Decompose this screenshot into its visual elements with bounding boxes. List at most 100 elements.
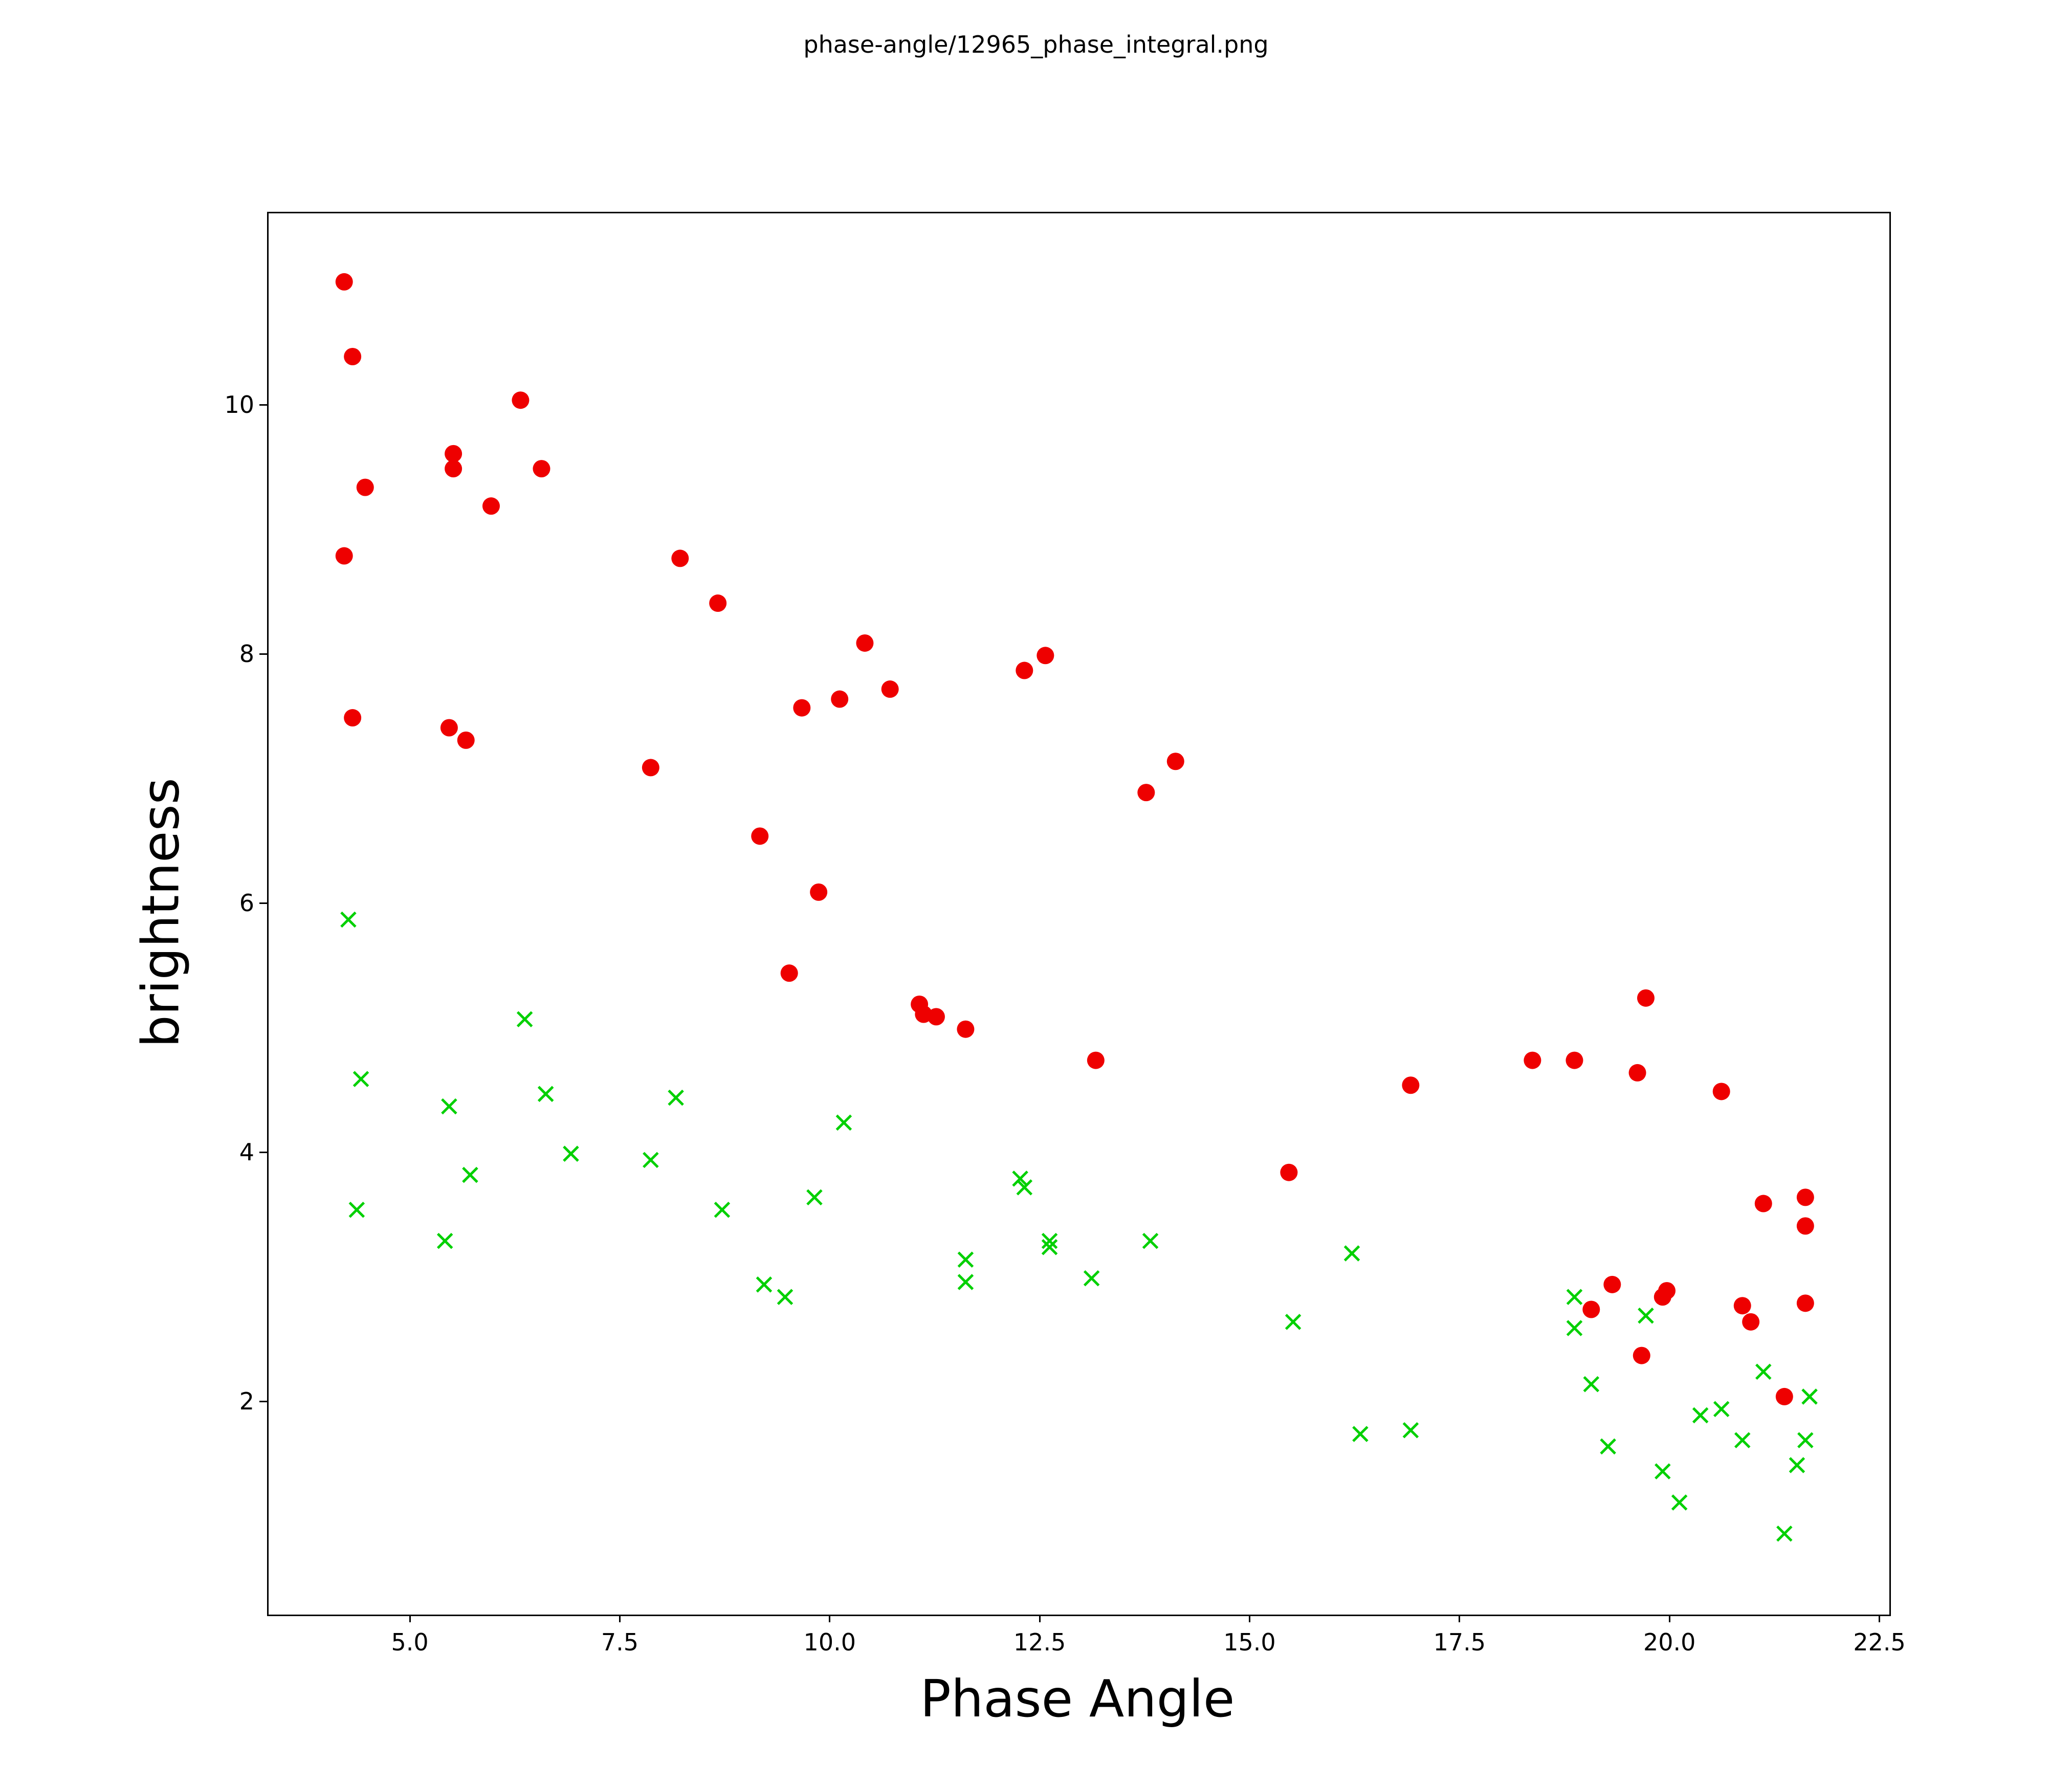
red-circle-series-marker bbox=[1658, 1282, 1676, 1299]
green-x-series-marker bbox=[1755, 1363, 1772, 1380]
y-tick-mark bbox=[259, 1151, 267, 1153]
green-x-series-marker bbox=[1352, 1426, 1369, 1442]
red-circle-series-marker bbox=[482, 497, 500, 515]
y-tick-label: 2 bbox=[239, 1387, 254, 1416]
y-tick-label: 8 bbox=[239, 640, 254, 668]
green-x-series-marker bbox=[668, 1089, 684, 1106]
red-circle-series-marker bbox=[1037, 647, 1054, 665]
red-circle-series-marker bbox=[512, 391, 530, 409]
red-circle-series-marker bbox=[1628, 1064, 1646, 1082]
green-x-series-marker bbox=[1734, 1432, 1751, 1448]
red-circle-series-marker bbox=[709, 594, 727, 612]
red-circle-series-marker bbox=[440, 719, 458, 737]
green-x-series-marker bbox=[516, 1011, 533, 1027]
red-circle-series-marker bbox=[751, 827, 769, 845]
red-circle-series-marker bbox=[810, 883, 828, 901]
green-x-series-marker bbox=[1402, 1422, 1419, 1439]
green-x-series-marker bbox=[537, 1086, 554, 1102]
green-x-series-marker bbox=[436, 1232, 453, 1249]
green-x-series-marker bbox=[1600, 1438, 1616, 1455]
plot-canvas bbox=[335, 273, 1818, 1542]
red-circle-series-marker bbox=[1016, 661, 1033, 679]
y-tick-label: 4 bbox=[239, 1138, 254, 1166]
red-circle-series-marker bbox=[445, 460, 462, 478]
x-tick-label: 17.5 bbox=[1433, 1628, 1486, 1656]
green-x-series-marker bbox=[1583, 1376, 1600, 1393]
y-tick-mark bbox=[259, 1400, 267, 1402]
x-tick-label: 12.5 bbox=[1013, 1628, 1066, 1656]
red-circle-series-marker bbox=[1566, 1051, 1583, 1069]
red-circle-series-marker bbox=[335, 547, 353, 565]
green-x-series-marker bbox=[352, 1071, 369, 1087]
green-x-series-marker bbox=[1671, 1494, 1688, 1511]
red-circle-series-marker bbox=[445, 445, 462, 462]
green-x-series-marker bbox=[643, 1152, 659, 1168]
chart-title: phase-angle/12965_phase_integral.png bbox=[803, 31, 1269, 58]
green-x-series-marker bbox=[1801, 1388, 1818, 1405]
green-x-series-marker bbox=[1343, 1245, 1360, 1262]
x-tick-mark bbox=[1879, 1615, 1881, 1622]
green-x-series-marker bbox=[1638, 1307, 1654, 1324]
red-circle-series-marker bbox=[1796, 1294, 1814, 1312]
red-circle-series-marker bbox=[533, 460, 550, 478]
plot-area bbox=[267, 212, 1891, 1616]
green-x-series-marker bbox=[1655, 1463, 1671, 1480]
green-x-series-marker bbox=[1012, 1171, 1028, 1187]
x-tick-label: 20.0 bbox=[1643, 1628, 1696, 1656]
green-x-series-marker bbox=[441, 1098, 457, 1115]
red-circle-series-marker bbox=[1166, 753, 1184, 770]
red-circle-series-marker bbox=[881, 680, 899, 698]
red-circle-series-marker bbox=[957, 1020, 975, 1038]
red-circle-series-marker bbox=[1775, 1387, 1793, 1405]
y-tick-label: 6 bbox=[239, 889, 254, 917]
x-tick-mark bbox=[1039, 1615, 1041, 1622]
green-x-series-marker bbox=[806, 1189, 823, 1206]
red-circle-series-marker bbox=[793, 699, 811, 717]
green-x-series-marker bbox=[1776, 1525, 1793, 1542]
red-circle-series-marker bbox=[344, 347, 362, 365]
red-circle-series-marker bbox=[1712, 1083, 1730, 1100]
red-circle-series-marker bbox=[1603, 1275, 1621, 1293]
red-circle-series-marker bbox=[856, 634, 874, 652]
red-circle-series-marker bbox=[671, 549, 689, 567]
red-circle-series-marker bbox=[1087, 1051, 1105, 1069]
x-tick-label: 5.0 bbox=[391, 1628, 429, 1656]
green-x-series-marker bbox=[957, 1274, 974, 1290]
red-circle-series-marker bbox=[1796, 1188, 1814, 1206]
red-circle-series-marker bbox=[1754, 1195, 1772, 1212]
green-x-series-marker bbox=[1789, 1457, 1805, 1473]
green-x-series-marker bbox=[1083, 1270, 1100, 1287]
x-tick-mark bbox=[1248, 1615, 1250, 1622]
red-circle-series-marker bbox=[1280, 1163, 1298, 1181]
x-tick-label: 22.5 bbox=[1853, 1628, 1906, 1656]
green-x-series-marker bbox=[957, 1251, 974, 1268]
y-tick-mark bbox=[259, 902, 267, 904]
x-tick-mark bbox=[619, 1615, 621, 1622]
x-tick-mark bbox=[409, 1615, 411, 1622]
red-circle-series-marker bbox=[642, 759, 659, 777]
green-x-series-marker bbox=[714, 1201, 731, 1218]
green-x-series-marker bbox=[1285, 1314, 1302, 1330]
red-circle-series-marker bbox=[457, 731, 475, 749]
x-tick-mark bbox=[1459, 1615, 1461, 1622]
green-x-series-marker bbox=[835, 1114, 852, 1131]
green-x-series-marker bbox=[462, 1166, 478, 1183]
y-tick-label: 10 bbox=[224, 391, 254, 419]
red-circle-series-marker bbox=[344, 709, 362, 727]
x-tick-label: 7.5 bbox=[601, 1628, 638, 1656]
red-circle-series-marker bbox=[780, 964, 798, 982]
x-tick-label: 15.0 bbox=[1223, 1628, 1276, 1656]
red-circle-series-marker bbox=[1402, 1076, 1420, 1094]
green-x-series-marker bbox=[1692, 1407, 1709, 1424]
red-circle-series-marker bbox=[1733, 1297, 1751, 1315]
green-x-series-marker bbox=[777, 1289, 793, 1305]
x-tick-mark bbox=[829, 1615, 831, 1622]
green-x-series-marker bbox=[1566, 1289, 1583, 1305]
red-circle-series-marker bbox=[1524, 1051, 1541, 1069]
green-x-series-marker bbox=[563, 1145, 579, 1162]
green-x-series-marker bbox=[1016, 1179, 1033, 1196]
red-circle-series-marker bbox=[335, 273, 353, 291]
green-x-series-marker bbox=[1041, 1232, 1058, 1249]
green-x-series-marker bbox=[1713, 1401, 1730, 1418]
